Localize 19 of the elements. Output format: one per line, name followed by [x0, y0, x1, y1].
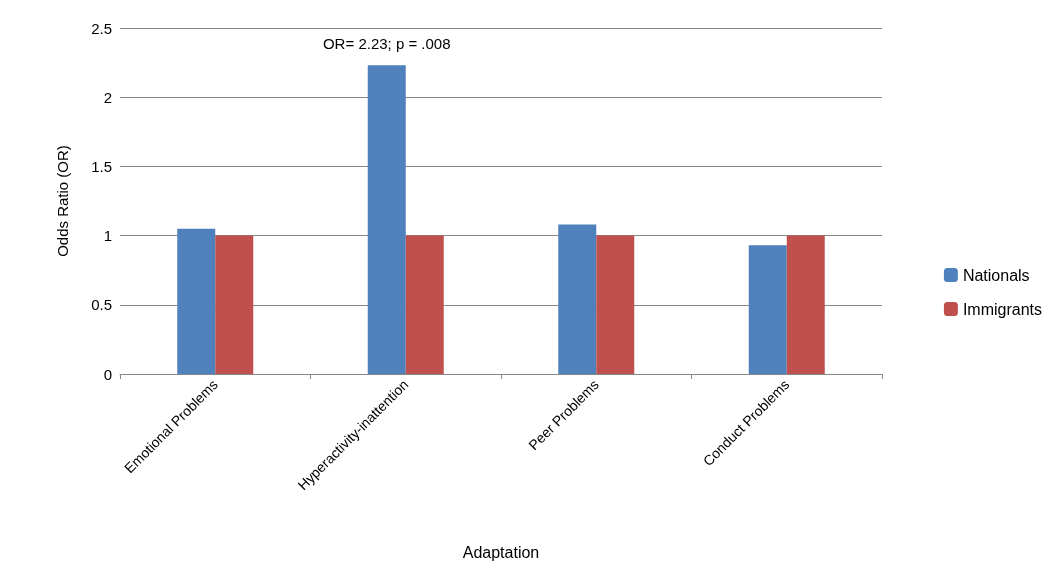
bar: [748, 245, 787, 374]
y-tick-label: 2: [103, 88, 112, 106]
bar: [596, 235, 635, 374]
bar: [786, 235, 825, 374]
bar: [177, 228, 216, 374]
bar: [367, 65, 406, 374]
y-tick-label: 0: [103, 365, 112, 383]
bar: [405, 235, 444, 374]
annotation: OR= 2.23; p = .008: [322, 35, 451, 53]
y-tick-label: 0.5: [91, 296, 112, 314]
bar: [558, 224, 597, 374]
legend-label: Immigrants: [962, 300, 1042, 318]
y-tick-label: 1: [103, 227, 112, 245]
y-axis-title: Odds Ratio (OR): [54, 145, 71, 257]
y-tick-label: 2.5: [91, 19, 112, 37]
bar: [215, 235, 254, 374]
y-tick-label: 1.5: [91, 157, 112, 175]
legend-label: Nationals: [962, 266, 1030, 284]
x-axis-title: Adaptation: [462, 543, 540, 561]
